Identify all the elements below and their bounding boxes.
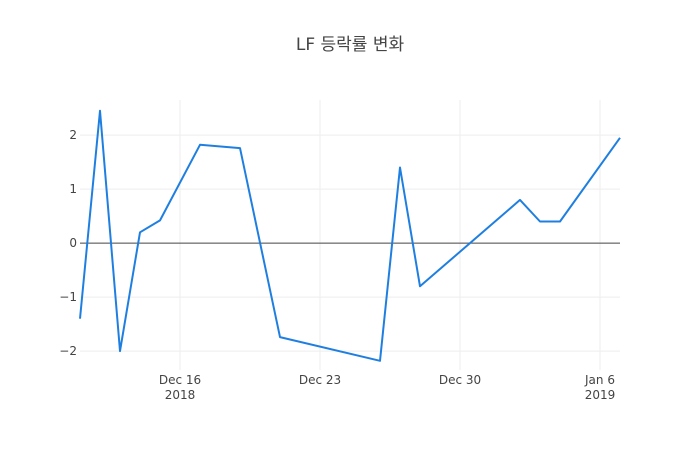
data-point — [617, 135, 623, 141]
y-tick-label: 1 — [69, 182, 77, 196]
x-tick-label: Dec 23 — [299, 373, 341, 387]
data-point — [537, 219, 543, 225]
y-tick-label: 0 — [69, 236, 77, 250]
data-point — [517, 197, 523, 203]
grid-layer — [80, 100, 620, 370]
series-line — [79, 109, 621, 362]
y-tick-label: −2 — [59, 344, 77, 358]
x-tick-year-label: 2019 — [585, 388, 616, 402]
x-tick-label: Dec 30 — [439, 373, 481, 387]
data-point — [397, 165, 403, 171]
data-point — [277, 334, 283, 340]
x-tick-label: Dec 16 — [159, 373, 201, 387]
data-point — [117, 348, 123, 354]
data-point — [157, 217, 163, 223]
data-point — [417, 283, 423, 289]
data-point — [97, 108, 103, 114]
data-point — [197, 142, 203, 148]
y-tick-label: −1 — [59, 290, 77, 304]
data-point — [137, 229, 143, 235]
y-tick-label: 2 — [69, 128, 77, 142]
chart-title: LF 등락률 변화 — [296, 35, 405, 55]
data-point — [77, 316, 83, 322]
x-tick-year-label: 2018 — [165, 388, 196, 402]
x-tick-label: Jan 6 — [584, 373, 615, 387]
series-layer — [77, 108, 623, 364]
data-point — [557, 219, 563, 225]
data-point — [377, 358, 383, 364]
data-point — [237, 145, 243, 151]
